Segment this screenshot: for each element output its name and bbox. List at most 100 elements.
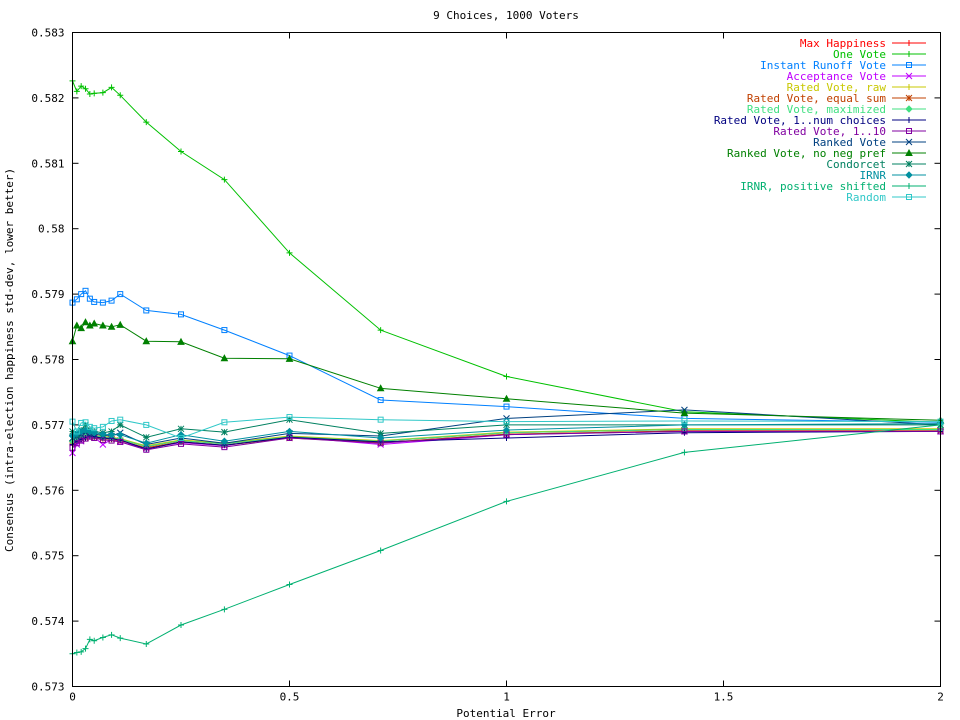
data-point (143, 446, 150, 453)
data-point (73, 296, 80, 303)
data-point (86, 636, 93, 643)
legend-label: Instant Runoff Vote (760, 59, 886, 72)
data-point (177, 337, 185, 345)
data-point (681, 428, 688, 435)
legend-entry: Ranked Vote (813, 136, 926, 149)
data-point (142, 439, 150, 447)
data-point (376, 434, 385, 442)
legend-label: Condorcet (826, 158, 886, 171)
data-point (377, 327, 384, 334)
legend-entry: Acceptance Vote (787, 70, 926, 83)
y-tick-label: 0.58 (38, 223, 65, 236)
data-point (117, 416, 124, 423)
legend-label: IRNR, positive shifted (740, 180, 886, 193)
data-point (99, 634, 106, 641)
series-line (72, 424, 941, 655)
legend-label: Rated Vote, raw (787, 81, 887, 94)
legend-marker (906, 194, 912, 200)
y-tick-label: 0.573 (31, 681, 64, 694)
y-tick-label: 0.581 (31, 157, 64, 170)
data-point (143, 119, 150, 126)
legend-label: Rated Vote, equal sum (747, 92, 886, 105)
y-tick-label: 0.579 (31, 288, 64, 301)
series-irnr-positive-shifted (69, 421, 944, 657)
legend-label: IRNR (860, 169, 887, 182)
y-tick-label: 0.582 (31, 92, 64, 105)
legend-label: Max Happiness (800, 37, 886, 50)
y-tick-label: 0.576 (31, 484, 64, 497)
data-point (285, 354, 294, 362)
data-point (177, 425, 185, 433)
legend-label: Rated Vote, maximized (747, 103, 886, 116)
data-point (143, 307, 150, 314)
y-tick-label: 0.577 (31, 419, 64, 432)
data-point (77, 324, 86, 332)
legend-entry: Rated Vote, raw (787, 81, 926, 94)
data-point (681, 449, 688, 456)
legend-marker (905, 94, 913, 102)
legend-label: Acceptance Vote (787, 70, 886, 83)
data-point (502, 426, 511, 434)
data-point (99, 430, 107, 438)
legend-marker (905, 171, 913, 179)
data-point (73, 428, 80, 435)
data-point (377, 430, 384, 437)
x-tick-label: 0 (69, 691, 76, 704)
series-random (69, 414, 944, 441)
legend-marker (905, 138, 913, 146)
legend-entry: Condorcet (826, 158, 926, 171)
data-point (377, 397, 384, 404)
data-point (178, 622, 184, 629)
legend-entry: Rated Vote, 1..num choices (714, 114, 926, 127)
data-point (99, 423, 106, 430)
data-point (220, 354, 229, 362)
data-point (82, 85, 89, 92)
data-point (117, 635, 124, 642)
data-point (91, 298, 98, 305)
data-point (78, 419, 85, 426)
data-point (221, 419, 228, 426)
data-point (116, 421, 124, 429)
axis-ticks: 0.573 0.574 0.575 0.576 0.577 0.578 0.579 0.58 0… (31, 27, 943, 704)
data-point (286, 414, 293, 421)
data-point (286, 581, 293, 588)
data-point (142, 433, 150, 441)
legend-label: One Vote (833, 48, 886, 61)
data-point (376, 384, 385, 392)
data-point (221, 606, 228, 613)
data-point (502, 394, 511, 402)
data-point (503, 418, 510, 425)
x-tick-label: 2 (937, 691, 944, 704)
legend-label: Ranked Vote (813, 136, 886, 149)
data-point (221, 176, 228, 183)
series-group (68, 77, 945, 657)
data-point (99, 321, 107, 329)
data-point (73, 88, 80, 95)
data-point (82, 287, 89, 294)
data-point (221, 327, 228, 334)
data-point (503, 421, 510, 429)
data-point (377, 416, 384, 423)
y-axis-label: Consensus (intra-election happiness std-… (3, 168, 16, 552)
data-point (108, 84, 115, 91)
legend-entry: Rated Vote, maximized (747, 103, 926, 116)
data-point (108, 631, 115, 638)
data-point (142, 337, 151, 345)
data-point (117, 291, 124, 298)
data-point (91, 637, 98, 644)
legend-entry: IRNR, positive shifted (740, 180, 926, 193)
data-point (108, 297, 115, 304)
legend-marker (906, 40, 912, 46)
data-point (503, 498, 510, 505)
legend-entry: One Vote (833, 48, 926, 61)
data-point (81, 318, 90, 326)
data-point (681, 417, 688, 424)
data-point (82, 419, 89, 426)
series-instant-runoff-vote (69, 287, 944, 426)
legend-entry: Instant Runoff Vote (760, 59, 926, 72)
legend-marker (905, 105, 913, 113)
data-point (117, 92, 124, 99)
legend-label: Rated Vote, 1..10 (773, 125, 886, 138)
x-tick-label: 1.5 (714, 691, 734, 704)
